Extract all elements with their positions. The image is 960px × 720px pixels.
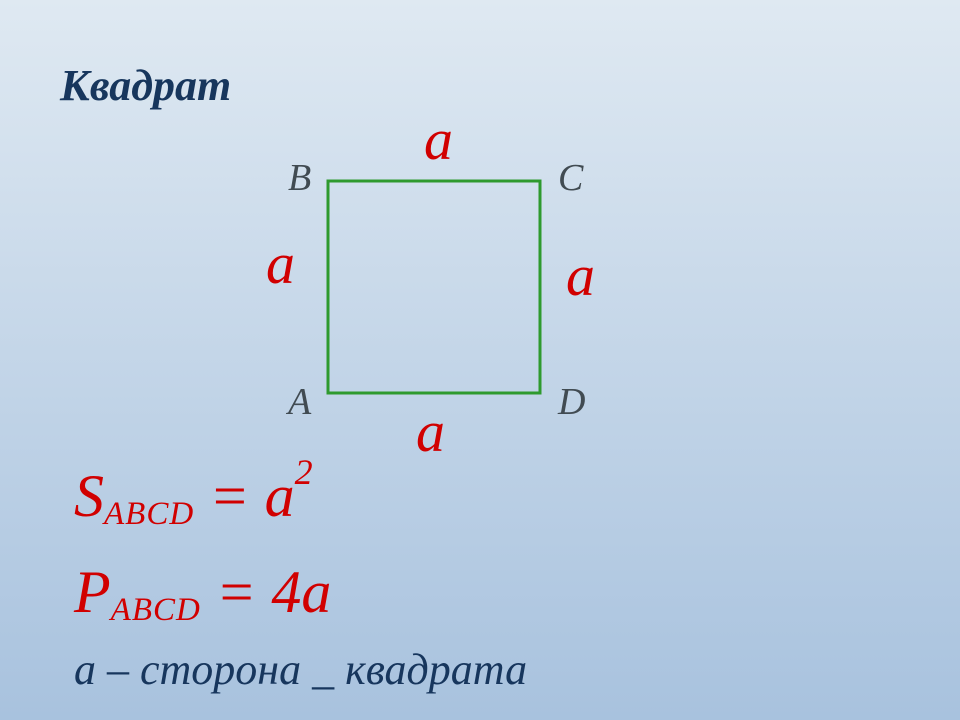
legend-text: а – сторона _ квадрата [74,644,527,695]
perim-eq: = [201,559,272,625]
side-label-right: a [566,242,595,309]
vertex-C: C [558,156,583,200]
perim-a: a [301,559,331,625]
area-eq: = [194,463,265,529]
perim-P: P [74,559,111,625]
slide-title: Квадрат [60,60,231,111]
legend-w2: квадрата [345,645,527,694]
area-a: a [265,463,295,529]
vertex-D: D [558,380,585,424]
side-label-bottom: a [416,398,445,465]
perim-4: 4 [271,559,301,625]
perim-sub: ABCD [111,592,201,628]
area-S: S [74,463,104,529]
side-label-left: a [266,230,295,297]
square-diagram [325,178,543,396]
legend-dash: – [96,645,140,694]
square-shape [328,181,540,393]
legend-w1: сторона [140,645,301,694]
area-sub: ABCD [104,496,194,532]
area-exp: 2 [295,452,313,492]
vertex-A: A [288,380,311,424]
formula-perimeter: PABCD = 4a [74,558,331,627]
formula-area: SABCD = a2 [74,462,313,531]
vertex-B: B [288,156,311,200]
side-label-top: a [424,106,453,173]
legend-a: а [74,645,96,694]
legend-sep: _ [301,645,345,694]
